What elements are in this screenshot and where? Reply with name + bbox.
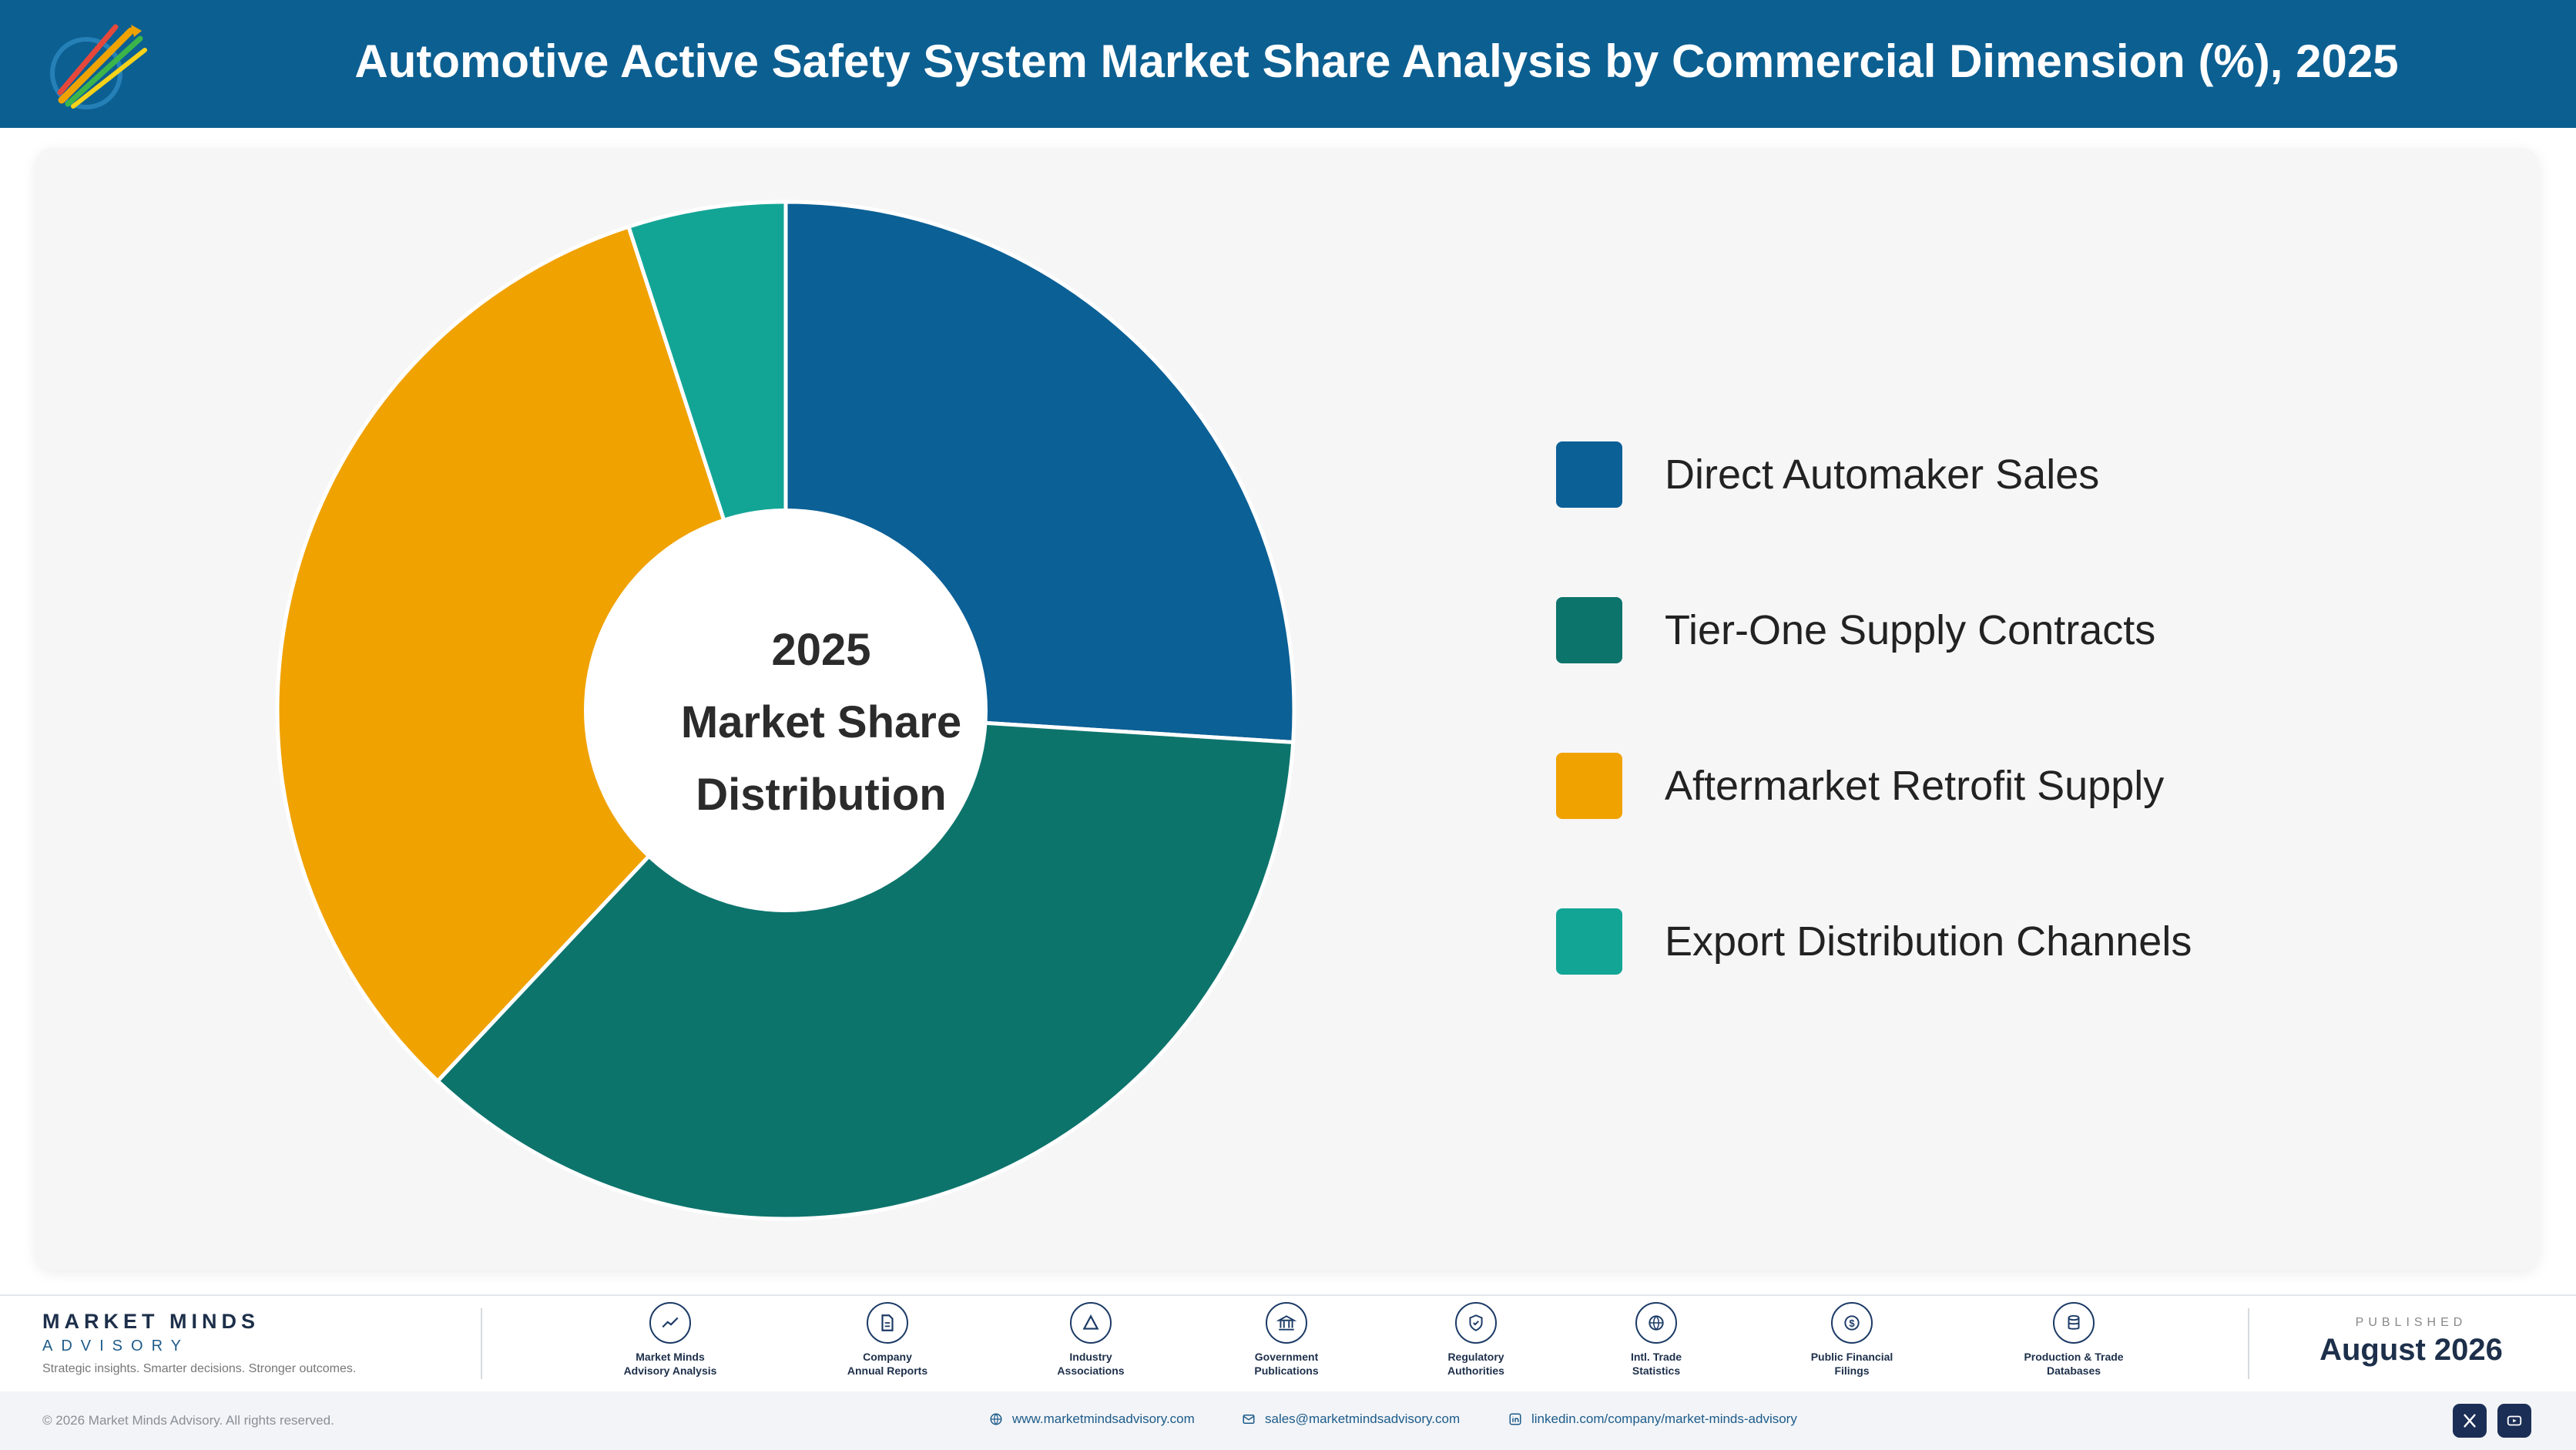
website-link[interactable]: www.marketmindsadvisory.com (989, 1411, 1195, 1427)
legend-item-export-distribution-channels[interactable]: Export Distribution Channels (1556, 908, 2403, 975)
donut-hole (584, 509, 988, 912)
source-label: Company Annual Reports (847, 1351, 928, 1377)
legend-swatch (1556, 908, 1622, 975)
published-label: PUBLISHED (2355, 1316, 2467, 1329)
bottom-bar (0, 1391, 2576, 1450)
donut-center-label: 2025 Market Share Distribution (629, 614, 1014, 831)
footer-divider-left (481, 1308, 482, 1379)
legend-swatch (1556, 597, 1622, 663)
chart-card: 2025 Market Share Distribution Direct Au… (35, 148, 2539, 1270)
legend-swatch (1556, 441, 1622, 508)
brand-name: MARKET MINDS (42, 1310, 260, 1333)
legend-item-direct-automaker-sales[interactable]: Direct Automaker Sales (1556, 441, 2403, 509)
source-industry-associations[interactable]: Industry Associations (1014, 1302, 1168, 1378)
network-icon (1070, 1302, 1112, 1344)
source-label: Public Financial Filings (1810, 1351, 1893, 1377)
source-label: Government Publications (1254, 1351, 1319, 1377)
brand-subtitle: ADVISORY (42, 1338, 190, 1354)
page-title: Automotive Active Safety System Market S… (354, 35, 2399, 87)
youtube-icon (2507, 1415, 2522, 1426)
source-government-publications[interactable]: Government Publications (1209, 1302, 1363, 1378)
legend-label: Aftermarket Retrofit Supply (1665, 763, 2165, 809)
center-label-line-2: Market Share (680, 697, 962, 747)
youtube-social-button[interactable] (2497, 1404, 2531, 1438)
source-intl-trade-statistics[interactable]: Intl. Trade Statistics (1579, 1302, 1733, 1378)
linkedin-link[interactable]: linkedin.com/company/market-minds-adviso… (1508, 1411, 1797, 1427)
dollar-coin-icon: $ (1831, 1302, 1873, 1344)
legend-label: Direct Automaker Sales (1665, 451, 2100, 498)
globe-icon (1635, 1302, 1677, 1344)
copyright-text: © 2026 Market Minds Advisory. All rights… (42, 1413, 334, 1428)
svg-text:$: $ (1849, 1317, 1855, 1329)
pie-slice-aftermarket-retrofit-supply[interactable] (275, 224, 788, 1084)
source-company-annual-reports[interactable]: Company Annual Reports (810, 1302, 964, 1378)
source-public-financial-filings[interactable]: $ Public Financial Filings (1775, 1302, 1929, 1378)
footer-divider (0, 1294, 2576, 1296)
linkedin-icon (1509, 1413, 1521, 1425)
shield-check-icon (1455, 1302, 1497, 1344)
x-logo-icon (2464, 1414, 2476, 1428)
source-label: Intl. Trade Statistics (1630, 1351, 1682, 1377)
globe-icon (990, 1413, 1002, 1425)
legend-label: Export Distribution Channels (1665, 918, 2192, 965)
source-market-minds-analysis[interactable]: Market Minds Advisory Analysis (593, 1302, 747, 1378)
email-link[interactable]: sales@marketmindsadvisory.com (1242, 1411, 1460, 1427)
source-regulatory-authorities[interactable]: Regulatory Authorities (1399, 1302, 1553, 1378)
legend-label: Tier-One Supply Contracts (1665, 607, 2156, 653)
published-date: August 2026 (2319, 1333, 2503, 1367)
donut-chart (275, 200, 1296, 1221)
center-label-line-1: 2025 (771, 625, 871, 675)
brand-tagline: Strategic insights. Smarter decisions. S… (42, 1362, 357, 1375)
source-label: Market Minds Advisory Analysis (623, 1351, 717, 1377)
linkedin-text: linkedin.com/company/market-minds-adviso… (1531, 1411, 1797, 1426)
trend-chart-icon (649, 1302, 691, 1344)
footer-divider-right (2248, 1308, 2249, 1379)
source-label: Regulatory Authorities (1447, 1351, 1504, 1377)
document-icon (867, 1302, 908, 1344)
legend-item-tier-one-supply-contracts[interactable]: Tier-One Supply Contracts (1556, 596, 2403, 664)
government-building-icon (1266, 1302, 1307, 1344)
market-minds-logo-icon (50, 24, 147, 109)
center-label-line-3: Distribution (696, 770, 947, 820)
website-text: www.marketmindsadvisory.com (1012, 1411, 1195, 1426)
source-label: Industry Associations (1057, 1351, 1125, 1377)
database-icon (2053, 1302, 2095, 1344)
legend-item-aftermarket-retrofit-supply[interactable]: Aftermarket Retrofit Supply (1556, 752, 2403, 820)
email-text: sales@marketmindsadvisory.com (1265, 1411, 1461, 1426)
legend-swatch (1556, 753, 1622, 819)
x-social-button[interactable] (2453, 1404, 2487, 1438)
source-label: Production & Trade Databases (2024, 1351, 2124, 1377)
source-production-trade-databases[interactable]: Production & Trade Databases (1997, 1302, 2151, 1378)
mail-icon (1243, 1415, 1255, 1424)
pie-slice-tier-one-supply-contracts[interactable] (434, 708, 1296, 1221)
header-bar: Automotive Active Safety System Market S… (0, 0, 2576, 128)
